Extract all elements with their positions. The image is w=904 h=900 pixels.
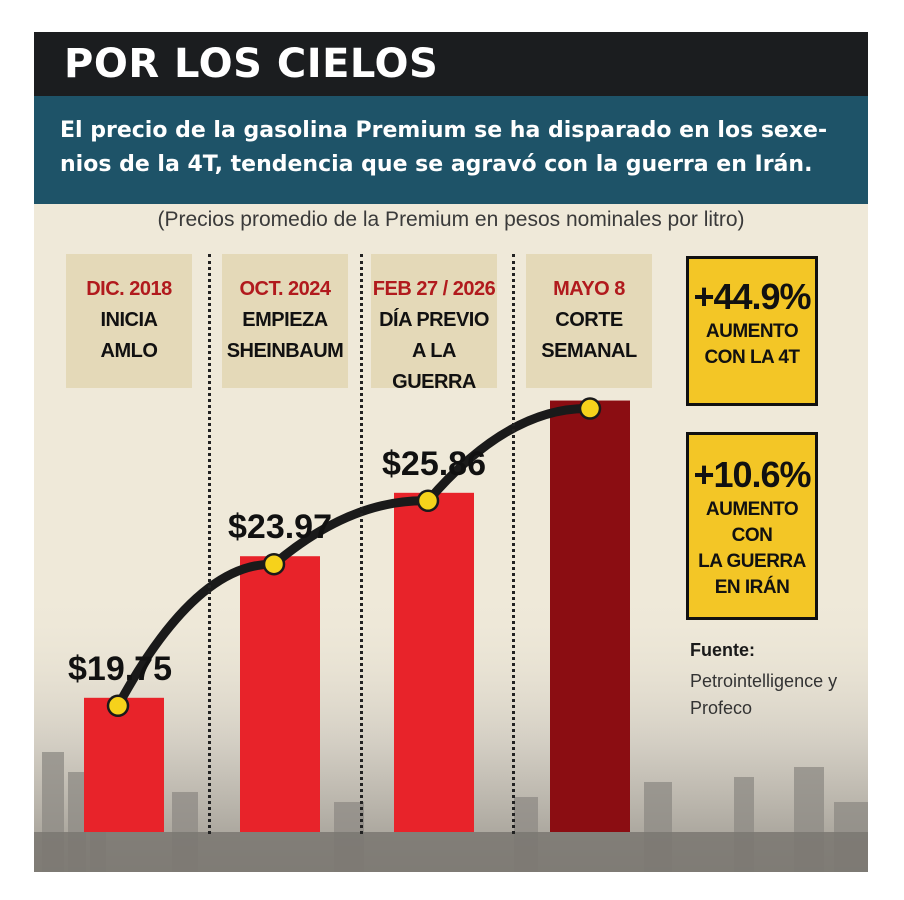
period-label-3: FEB 27 / 2026 DÍA PREVIO A LA GUERRA — [371, 254, 497, 393]
city-ground — [34, 832, 868, 872]
period-line1-2: EMPIEZA — [242, 309, 328, 331]
period-date-3: FEB 27 / 2026 — [372, 278, 496, 300]
page-title: POR LOS CIELOS — [64, 41, 439, 87]
divider-2 — [360, 254, 363, 834]
period-line2-3: A LA GUERRA — [392, 340, 476, 393]
stat-line1-4t: AUMENTO — [705, 321, 799, 342]
period-line1-3: DÍA PREVIO — [379, 309, 489, 331]
trend-marker-4 — [578, 397, 602, 420]
bar-2 — [240, 556, 320, 832]
period-line2-2: SHEINBAUM — [226, 340, 344, 362]
stat-line1-iran: AUMENTO CON — [705, 499, 799, 546]
stat-line2-iran: LA GUERRA — [698, 551, 806, 572]
stat-value-iran: +10.6% — [693, 454, 811, 495]
divider-1 — [208, 254, 211, 834]
period-date-2: OCT. 2024 — [239, 278, 331, 300]
line-layer — [106, 397, 602, 718]
value-label-1: $19.75 — [68, 650, 172, 688]
period-label-1: DIC. 2018 INICIA AMLO — [66, 254, 192, 388]
period-line2-4: SEMANAL — [541, 340, 637, 362]
units-note: (Precios promedio de la Premium en pesos… — [157, 208, 745, 231]
source-title: Fuente: — [690, 640, 755, 660]
bar-4 — [550, 400, 630, 832]
period-label-2: OCT. 2024 EMPIEZA SHEINBAUM — [222, 254, 348, 388]
trend-marker-3 — [416, 489, 440, 513]
trend-marker-1 — [106, 694, 130, 718]
stat-line2-4t: CON LA 4T — [704, 347, 800, 368]
period-line1-1: INICIA — [100, 309, 159, 331]
source-text: Petrointelligence y Profeco — [690, 671, 838, 718]
stat-value-4t: +44.9% — [693, 276, 811, 317]
value-label-2: $23.97 — [228, 508, 332, 546]
subtitle-bar: El precio de la gasolina Premium se ha d… — [34, 96, 868, 204]
bar-1 — [84, 697, 164, 832]
bar-3 — [394, 492, 474, 832]
period-line1-4: CORTE — [555, 309, 623, 331]
period-date-1: DIC. 2018 — [86, 278, 172, 300]
divider-3 — [512, 254, 515, 834]
period-line2-1: AMLO — [100, 340, 158, 362]
stat-line3-iran: EN IRÁN — [714, 577, 790, 598]
stat-box-iran: +10.6% AUMENTO CON LA GUERRA EN IRÁN — [686, 432, 818, 620]
infographic-panel: POR LOS CIELOS El precio de la gasolina … — [34, 32, 868, 872]
stat-box-4t: +44.9% AUMENTO CON LA 4T — [686, 256, 818, 406]
trend-marker-2 — [262, 552, 286, 576]
bars-layer — [84, 400, 630, 832]
page-subtitle: El precio de la gasolina Premium se ha d… — [60, 118, 828, 177]
trend-line — [113, 404, 595, 711]
value-label-3: $25.86 — [382, 445, 486, 483]
title-bar: POR LOS CIELOS — [34, 32, 868, 96]
period-date-4: MAYO 8 — [553, 278, 625, 300]
period-label-4: MAYO 8 CORTE SEMANAL — [526, 254, 652, 388]
